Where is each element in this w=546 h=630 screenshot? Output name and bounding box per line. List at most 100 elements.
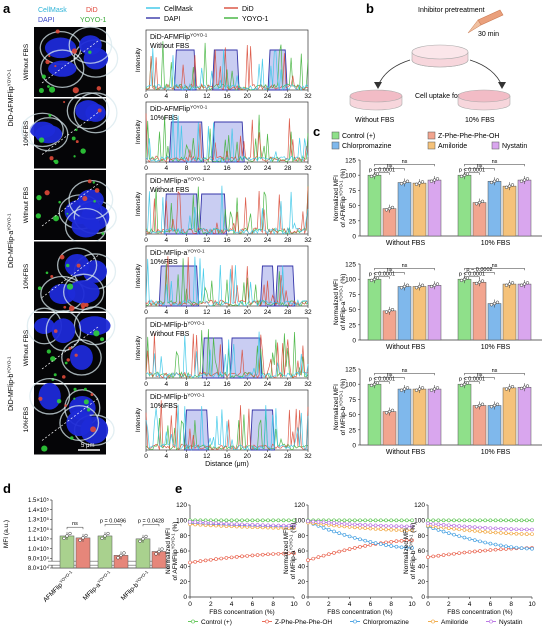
series-point — [214, 521, 218, 526]
data-point — [489, 303, 494, 307]
series-point — [389, 524, 394, 528]
series-point — [363, 538, 368, 543]
data-point — [103, 534, 107, 538]
y-tick-label: 20 — [298, 579, 306, 586]
data-point — [495, 300, 500, 304]
data-point — [414, 388, 419, 392]
series-point — [488, 526, 493, 530]
signal-dot — [66, 283, 74, 290]
x-tick-label: 24 — [264, 309, 272, 316]
series-point — [457, 524, 462, 528]
data-point — [106, 531, 110, 536]
data-point — [432, 178, 437, 182]
y-tick-label: 8.0×10⁴ — [28, 565, 50, 572]
legend-c-swatch — [491, 141, 500, 150]
signal-dot — [63, 100, 66, 104]
series-point — [266, 552, 270, 557]
channel-did-label: DiD — [86, 7, 98, 14]
data-point — [417, 181, 422, 185]
x-tick-label: 0 — [188, 601, 192, 608]
series-point — [271, 518, 276, 523]
profile-ylabel: Intensity — [135, 119, 142, 144]
x-tick-label: 12 — [203, 381, 211, 388]
signal-dot — [38, 88, 44, 94]
bar — [367, 383, 382, 446]
significance-label: p < 0.0001 — [459, 167, 485, 173]
series-point — [452, 518, 456, 523]
series-point — [235, 522, 239, 527]
signal-dot — [73, 155, 76, 158]
series-point — [352, 546, 357, 550]
micrograph-2 — [21, 92, 118, 169]
dapi-block — [249, 409, 276, 451]
legend-c-item: Amiloride — [438, 143, 467, 150]
series-point — [478, 549, 482, 553]
series-point — [332, 529, 336, 534]
series-point — [219, 556, 223, 561]
y-tick-label: 1.1×10⁵ — [28, 536, 50, 543]
cell-membrane — [68, 26, 113, 64]
bar — [472, 405, 487, 446]
x-tick-label: 20 — [244, 93, 252, 100]
legend-e-marker — [431, 619, 435, 624]
nucleus — [38, 382, 61, 410]
fbs-label: 10% FBS — [465, 117, 495, 124]
y-tick-label: 100 — [345, 173, 356, 180]
series-point — [326, 527, 331, 532]
data-point — [399, 286, 404, 290]
bar-chart-d: 8.0×10⁴ 9.0×10⁴ 1.0×10⁵ 1.1×10⁵ 1.2×10⁵ 1.3×1… — [3, 497, 171, 604]
signal-dot — [76, 263, 81, 268]
legend-e-item: Chlorpromazine — [363, 619, 409, 626]
trace-cellmask — [145, 331, 309, 379]
signal-dot — [53, 215, 60, 222]
series-point — [276, 551, 281, 556]
series-point — [498, 526, 503, 531]
y-tick-label: 60 — [298, 548, 306, 555]
x-tick-label: 20 — [244, 381, 252, 388]
series-point — [452, 532, 456, 537]
series-point — [410, 538, 414, 543]
bar — [382, 310, 397, 341]
series-point — [245, 522, 249, 527]
signal-dot — [48, 114, 52, 117]
legend-c-item: Chlorpromazine — [342, 143, 392, 150]
arrow-right-head — [498, 82, 506, 89]
time-label: 30 min — [478, 31, 499, 38]
bar — [427, 285, 442, 341]
significance-bracket — [66, 526, 84, 530]
series-point — [271, 523, 276, 528]
bar — [382, 411, 397, 446]
panel-letter-b: b — [366, 1, 374, 16]
series-point — [337, 531, 342, 536]
line-chart-e1: 0 20 40 60 80 100 120 0 2 4 6 8 10 FBS concentration … — [165, 502, 298, 616]
bar — [75, 537, 91, 569]
profile-title: DiD-MFlip-bYOYO-1 — [150, 321, 205, 329]
signal-dot — [94, 188, 100, 193]
series-point — [292, 523, 296, 528]
micrograph-3 — [34, 170, 117, 245]
d-ylabel: MFI (a.u.) — [3, 520, 10, 548]
series-point — [394, 539, 399, 544]
data-point — [492, 301, 497, 306]
plot-frame — [145, 317, 309, 379]
channel-yoyo-label: YOYO-1 — [80, 17, 107, 24]
trace-cellmask — [145, 114, 309, 163]
series-point — [493, 530, 498, 535]
y-tick-label: 75 — [349, 292, 357, 299]
significance-label: p < 0.0001 — [459, 376, 485, 382]
series-point — [250, 553, 255, 558]
series-point — [389, 518, 394, 523]
signal-dot — [38, 137, 45, 143]
significance-bracket — [464, 381, 480, 384]
series-point — [378, 518, 383, 523]
x-tick-label: 20 — [244, 309, 252, 316]
arrow-right — [469, 59, 503, 87]
series-point — [358, 525, 362, 530]
x-tick-label: 20 — [244, 237, 252, 244]
cell-membrane — [73, 92, 118, 134]
significance-bracket — [104, 524, 122, 527]
y-tick-label: 1.5×10⁵ — [28, 497, 50, 504]
series-point — [472, 538, 477, 542]
series-point — [404, 538, 409, 543]
x-tick-label: 0 — [144, 381, 148, 388]
